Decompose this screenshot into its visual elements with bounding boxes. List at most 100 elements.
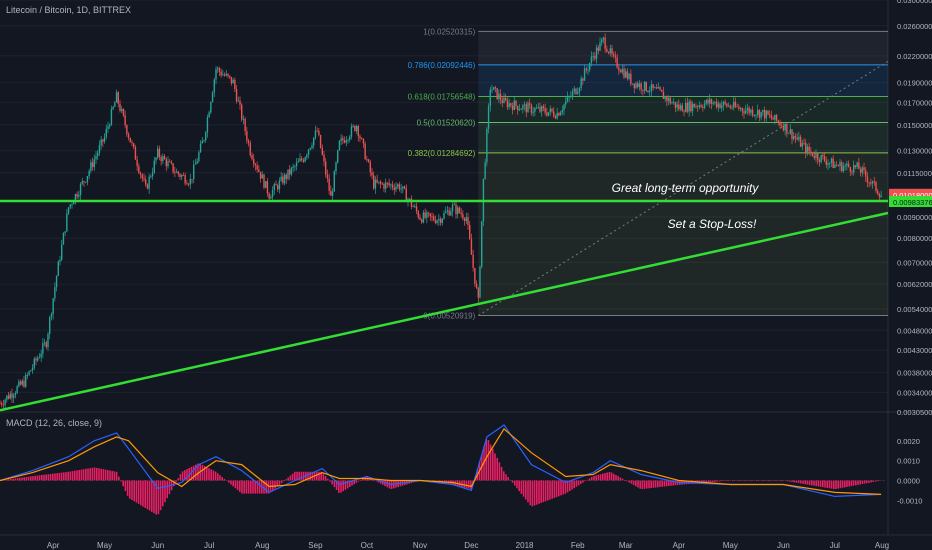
candle-body [813,155,815,158]
candle-body [871,181,874,184]
macd-histogram-bar [608,471,611,481]
candle-body [31,367,34,371]
candle-body [690,101,692,112]
macd-histogram-bar [588,478,591,481]
candle-body [254,164,257,166]
candle-body [189,178,191,185]
candle-body [866,176,869,183]
macd-histogram-bar [362,478,364,481]
candle-body [421,219,423,223]
time-tick-label: Mar [619,541,633,550]
candle-body [738,106,740,109]
candle-body [450,211,452,216]
macd-histogram-bar [74,470,76,481]
macd-histogram-bar [338,480,340,493]
macd-histogram-bar [5,479,8,481]
candle-body [702,107,704,108]
candle-body [28,371,30,375]
macd-histogram-bar [217,473,219,481]
candle-body [277,185,279,190]
macd-histogram-bar [104,469,107,481]
macd-histogram-bar [16,478,19,481]
macd-histogram-bar [863,480,866,484]
candle-body [546,112,548,116]
macd-histogram-bar [690,480,692,484]
candle-body [580,78,582,88]
macd-histogram-bar [830,480,833,489]
candle-body [609,48,611,54]
macd-histogram-bar [751,480,754,481]
candle-body [578,87,581,93]
candle-body [424,212,426,218]
candle-body [215,69,217,80]
macd-histogram-bar [551,480,553,499]
macd-histogram-bar [511,480,514,483]
macd-histogram-bar [758,480,760,481]
candle-body [410,198,413,207]
fib-band [478,64,888,97]
candle-body [719,103,721,109]
trendlines[interactable] [0,199,889,412]
candle-body [131,142,133,144]
candle-body [415,206,418,212]
candle-body [847,163,850,168]
candle-body [259,171,262,179]
macd-histogram-bar [624,479,626,481]
macd-histogram-bar [307,471,309,481]
fib-retracement[interactable]: 1(0.02520315) 0.786(0.02092446) 0.618(0.01… [408,27,889,321]
macd-histogram-bar [595,475,597,481]
candle-body [849,167,851,172]
macd-histogram-bar [753,480,756,481]
macd-histogram-bar [71,471,74,481]
candle-body [49,317,51,334]
candle-body [822,154,824,157]
candle-body [767,110,769,115]
candle-body [206,117,209,133]
macd-histogram-bar [63,472,65,481]
macd-histogram-bar [520,480,523,494]
candle-body [498,93,500,100]
candle-body [66,213,68,232]
macd-line [0,424,882,498]
candle-body [287,169,289,179]
macd-histogram-bar [492,448,494,481]
candle-body [448,210,450,216]
macd-histogram-bar [360,479,362,481]
candle-body [631,83,634,85]
macd-histogram-bar [566,480,569,493]
grid [0,0,932,536]
time-tick-label: Apr [673,541,686,550]
candle-body [422,212,425,223]
annotations[interactable]: Great long-term opportunity Set a Stop-Lo… [612,181,760,231]
macd-histogram-bar [529,480,531,506]
candle-body [643,81,646,91]
macd-histogram-bar [124,480,127,492]
candle-body [637,83,639,88]
candle-body [54,287,56,299]
candle-body [544,108,546,113]
time-tick-label: Jun [777,541,790,550]
candle-body [709,99,711,104]
candle-body [338,140,341,151]
candle-body [426,212,428,218]
candle-body [162,156,164,162]
macd-histogram-bar [877,480,879,482]
candle-body [565,101,567,105]
macd-histogram-bar [129,480,131,499]
macd-histogram-bar [547,480,549,501]
line-price-tag-bg [889,196,932,208]
candle-body [537,107,539,109]
macd-histogram-bar [784,480,787,481]
candle-body [235,89,238,102]
candle-body [395,186,397,190]
macd-histogram-bar [606,472,608,481]
candle-body [1,403,3,405]
time-tick-label: Jul [830,541,840,550]
candle-body [127,134,130,138]
candle-body [815,153,817,158]
macd-histogram-bar [148,480,151,511]
candle-body [664,96,666,100]
macd-histogram-bar [538,480,540,504]
